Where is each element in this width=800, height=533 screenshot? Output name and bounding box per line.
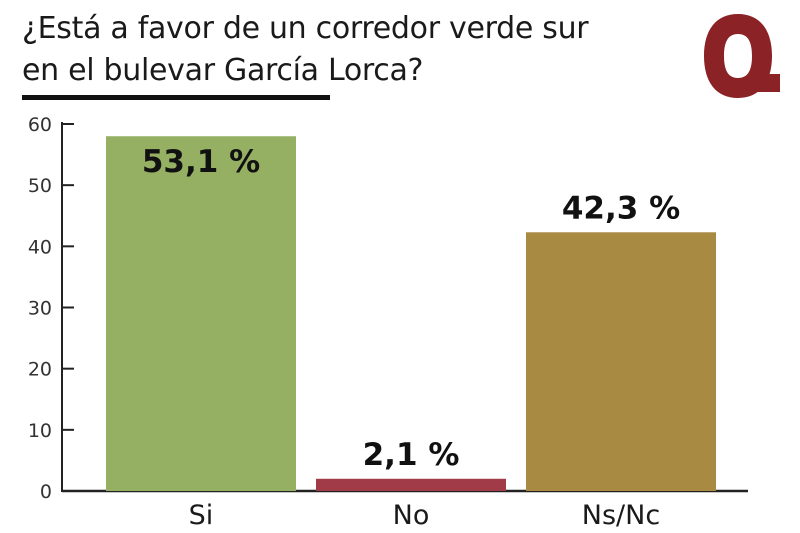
x-category-label: Si bbox=[189, 500, 214, 531]
y-tick-label: 50 bbox=[28, 175, 52, 197]
data-label: 42,3 % bbox=[562, 190, 680, 226]
data-label: 53,1 % bbox=[142, 144, 260, 180]
chart-marks: Si 53,1 % No 2,1 % Ns/Nc 42,3 % bbox=[106, 136, 716, 531]
data-label: 2,1 % bbox=[363, 437, 460, 473]
y-tick-label: 0 bbox=[40, 481, 52, 503]
y-tick-label: 30 bbox=[28, 298, 52, 320]
chart-title: ¿Está a favor de un corredor verde sur e… bbox=[22, 8, 589, 92]
bar-si bbox=[106, 136, 296, 491]
y-tick-label: 40 bbox=[28, 236, 52, 258]
bar-nsnc bbox=[526, 232, 716, 491]
x-category-label: Ns/Nc bbox=[582, 500, 660, 531]
x-category-label: No bbox=[393, 500, 430, 531]
q-logo-icon bbox=[704, 14, 780, 98]
title-line-2: en el bulevar García Lorca? bbox=[22, 53, 424, 88]
title-line-1: ¿Está a favor de un corredor verde sur bbox=[22, 11, 589, 46]
bar-no bbox=[316, 478, 506, 491]
y-tick-label: 20 bbox=[28, 359, 52, 381]
y-tick-label: 10 bbox=[28, 420, 52, 442]
y-tick-label: 60 bbox=[28, 114, 52, 136]
title-underline bbox=[22, 95, 330, 100]
